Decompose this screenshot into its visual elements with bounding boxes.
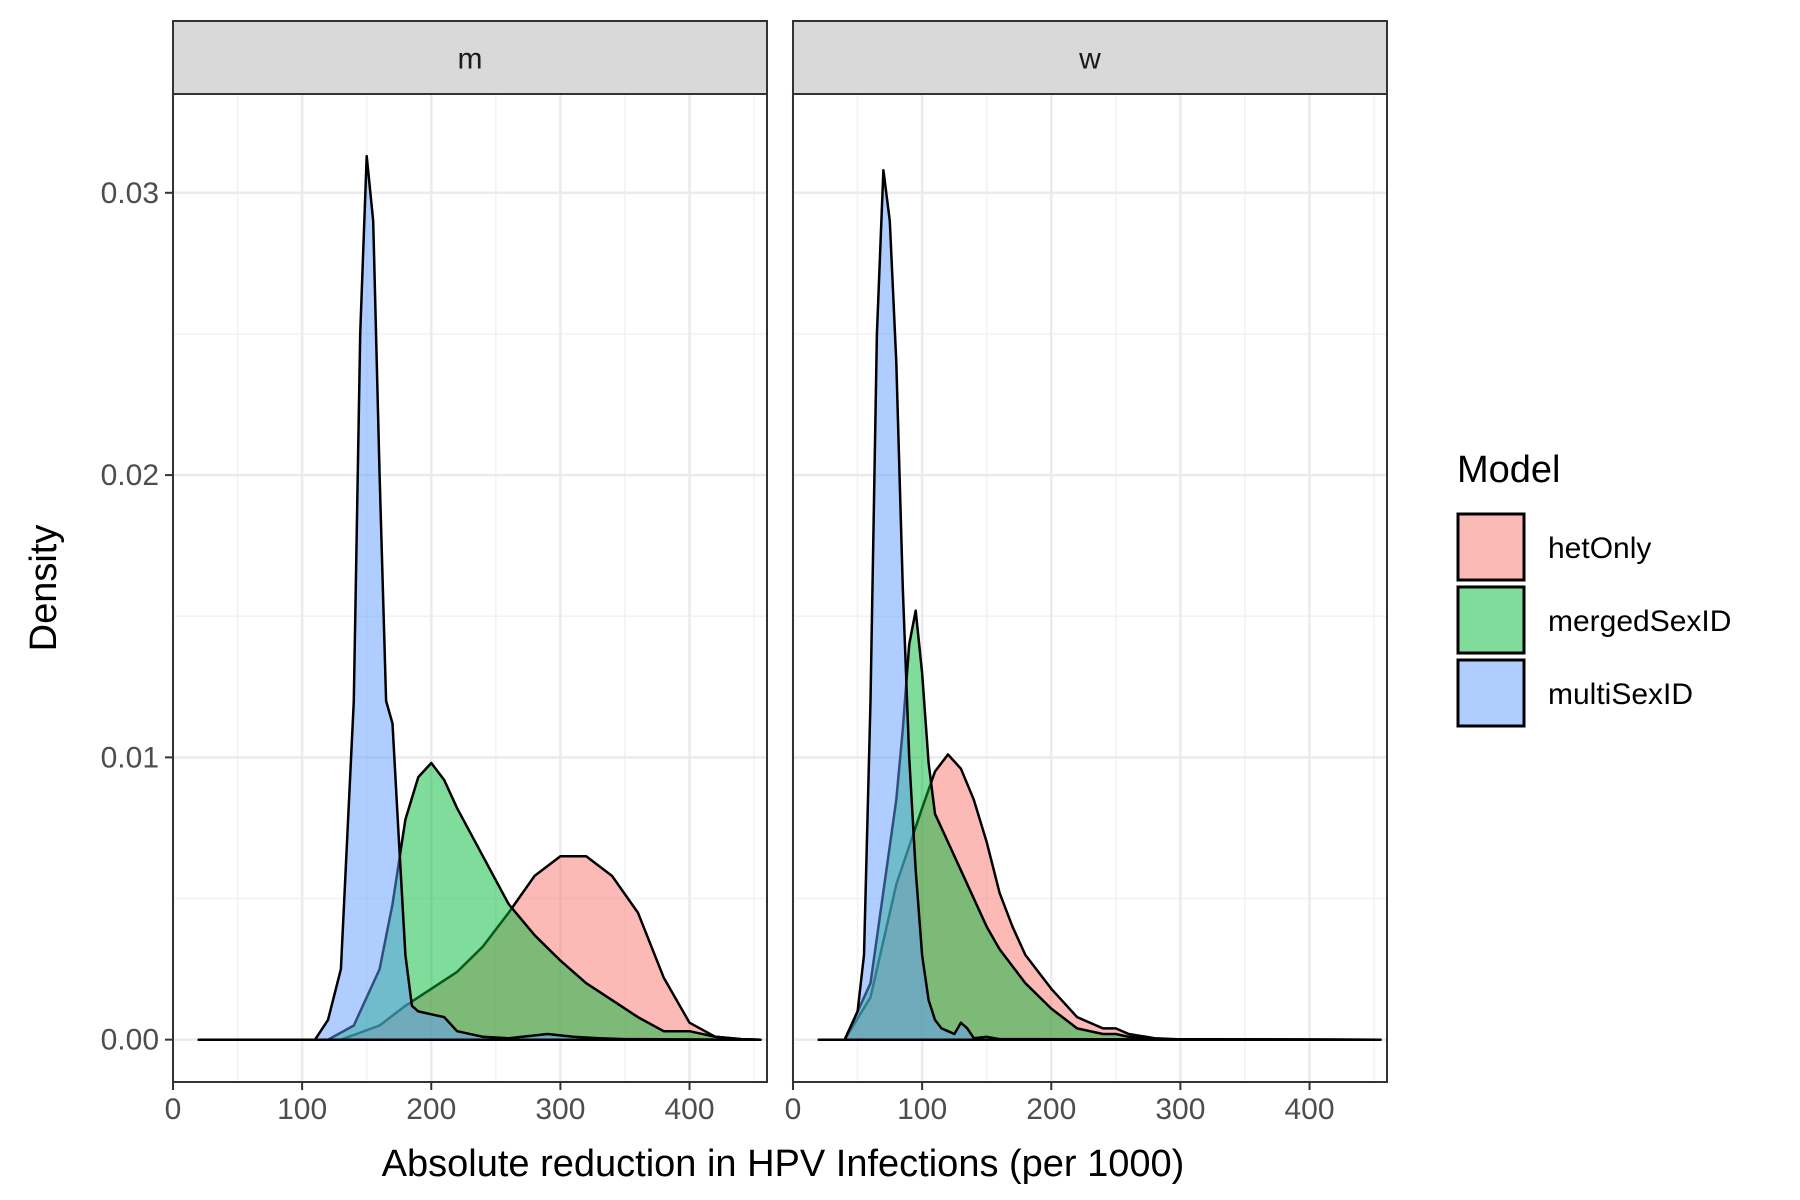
x-tick-label: 200 bbox=[1026, 1093, 1076, 1126]
y-tick-label: 0.02 bbox=[101, 459, 159, 492]
legend-swatch bbox=[1456, 512, 1526, 582]
x-tick-label: 300 bbox=[1155, 1093, 1205, 1126]
legend-swatch bbox=[1456, 658, 1526, 728]
x-axis-title: Absolute reduction in HPV Infections (pe… bbox=[382, 1143, 1185, 1185]
legend-label: hetOnly bbox=[1548, 532, 1651, 565]
x-tick-label: 100 bbox=[277, 1093, 327, 1126]
facet-strip-label: w bbox=[1078, 43, 1101, 76]
facet-strip bbox=[172, 20, 768, 95]
density-area-multiSexID bbox=[197, 154, 762, 1041]
legend-item-multiSexID: multiSexID bbox=[1456, 658, 1693, 728]
legend-title: Model bbox=[1457, 449, 1561, 491]
y-axis-title: Density bbox=[23, 525, 65, 652]
legend: Model hetOnly mergedSexID multiSexID bbox=[1456, 449, 1731, 728]
x-tick-label: 300 bbox=[535, 1093, 585, 1126]
x-tick-label: 200 bbox=[406, 1093, 456, 1126]
x-tick-label: 400 bbox=[664, 1093, 714, 1126]
facet-panel-m: m 0 100 200 300 400 0.00 0.01 0.02 0.03 bbox=[101, 20, 768, 1126]
y-tick-label: 0.00 bbox=[101, 1024, 159, 1057]
facet-strip bbox=[792, 20, 1388, 95]
legend-swatch bbox=[1456, 585, 1526, 655]
legend-label: multiSexID bbox=[1548, 678, 1693, 711]
facet-panels: m 0 100 200 300 400 0.00 0.01 0.02 0.03 w 0 100 200 30… bbox=[101, 20, 1388, 1126]
x-tick-label: 0 bbox=[785, 1093, 802, 1126]
legend-label: mergedSexID bbox=[1548, 605, 1731, 638]
legend-item-mergedSexID: mergedSexID bbox=[1456, 585, 1731, 655]
density-area-multiSexID bbox=[817, 168, 1382, 1041]
x-tick-label: 400 bbox=[1284, 1093, 1334, 1126]
y-tick-label: 0.03 bbox=[101, 177, 159, 210]
facet-panel-w: w 0 100 200 300 400 bbox=[785, 20, 1388, 1126]
legend-item-hetOnly: hetOnly bbox=[1456, 512, 1651, 582]
facet-strip-label: m bbox=[458, 43, 483, 76]
x-tick-label: 0 bbox=[165, 1093, 182, 1126]
x-tick-label: 100 bbox=[897, 1093, 947, 1126]
y-tick-label: 0.01 bbox=[101, 741, 159, 774]
